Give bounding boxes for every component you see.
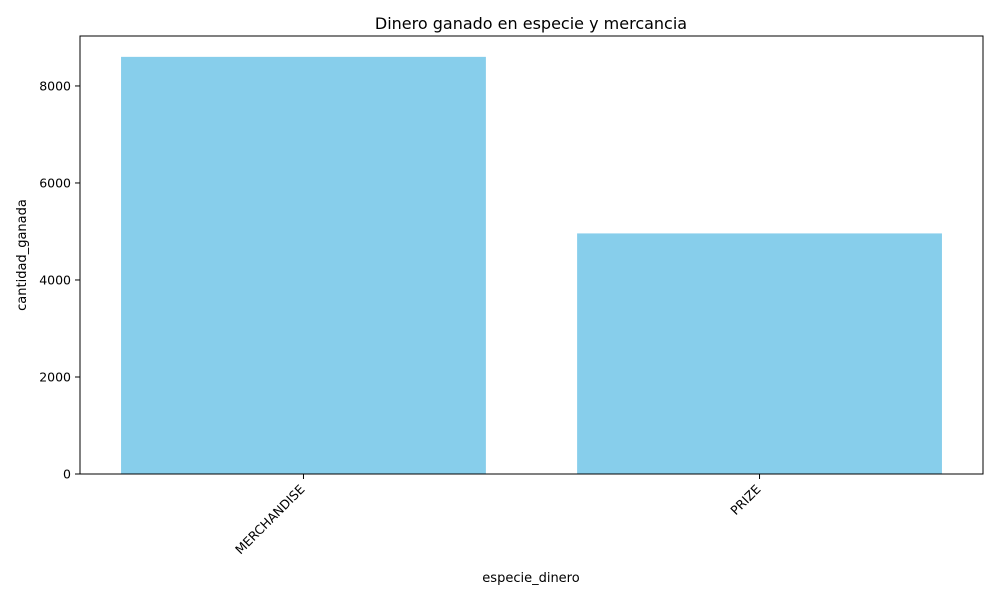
plot-frame bbox=[79, 35, 984, 475]
y-axis-label: cantidad_ganada bbox=[15, 199, 30, 311]
y-tick-label: 4000 bbox=[39, 272, 71, 287]
bar-prize bbox=[577, 233, 942, 474]
x-tick-label-prize: PRIZE bbox=[727, 481, 763, 517]
bars-group bbox=[121, 56, 942, 474]
x-axis: MERCHANDISE PRIZE bbox=[232, 474, 764, 557]
x-axis-label: especie_dinero bbox=[482, 571, 579, 586]
chart-title: Dinero ganado en especie y mercancia bbox=[375, 14, 687, 33]
y-tick-label: 8000 bbox=[39, 78, 71, 93]
bar-merchandise bbox=[121, 56, 486, 474]
y-tick-label: 0 bbox=[63, 467, 71, 482]
y-axis: 0 2000 4000 6000 8000 bbox=[39, 78, 80, 482]
x-tick-label-merchandise: MERCHANDISE bbox=[232, 481, 308, 557]
y-tick-label: 6000 bbox=[39, 175, 71, 190]
y-tick-label: 2000 bbox=[39, 369, 71, 384]
